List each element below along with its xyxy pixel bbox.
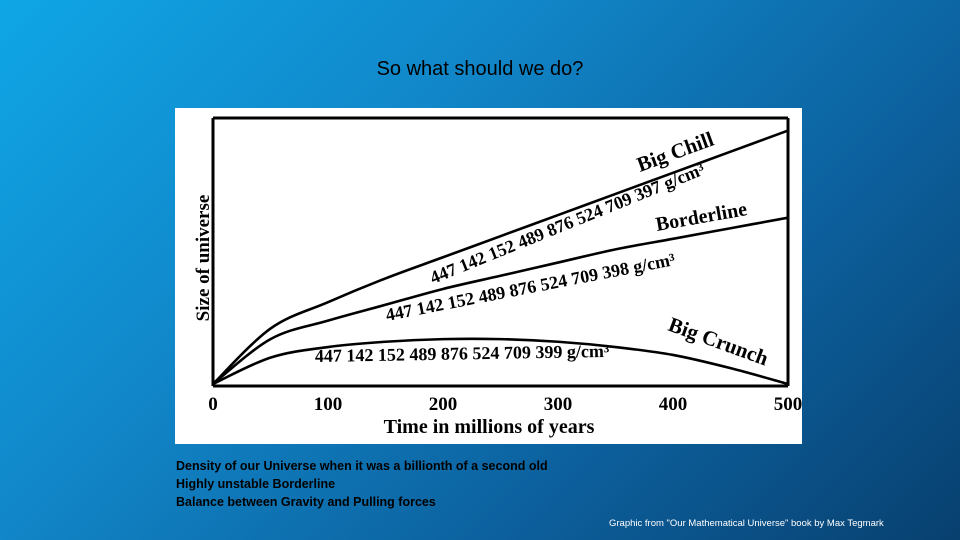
slide-title: So what should we do? [376, 58, 584, 80]
density-label-borderline: 447 142 152 489 876 524 709 398 g/cm³ [384, 249, 677, 325]
x-tick-labels: 0 100 200 300 400 500 [208, 394, 802, 415]
graphic-credit: Graphic from "Our Mathematical Universe"… [609, 518, 884, 529]
slide-notes: Density of our Universe when it was a bi… [176, 457, 548, 511]
x-tick-label: 500 [774, 394, 802, 415]
series-name-big-crunch: Big Crunch [665, 312, 772, 370]
x-tick-label: 400 [659, 394, 688, 415]
universe-size-chart: Size of universe Big Chill Borderline Bi… [175, 108, 802, 444]
series-line-borderline [212, 216, 789, 386]
x-tick-label: 200 [429, 394, 458, 415]
x-axis-label: Time in millions of years [384, 416, 595, 438]
note-balance: Balance between Gravity and Pulling forc… [176, 495, 436, 509]
chart-svg: Size of universe Big Chill Borderline Bi… [193, 116, 802, 438]
y-axis-label: Size of universe [193, 195, 214, 322]
series-name-borderline: Borderline [654, 198, 749, 236]
x-tick-label: 0 [208, 394, 218, 415]
x-tick-label: 300 [544, 394, 573, 415]
series-line-big-chill [212, 129, 789, 385]
note-unstable: Highly unstable Borderline [176, 477, 336, 491]
series-line-big-crunch [212, 337, 789, 386]
note-density: Density of our Universe when it was a bi… [176, 459, 548, 473]
density-label-big-crunch: 447 142 152 489 876 524 709 399 g/cm³ [315, 341, 610, 366]
x-tick-label: 100 [314, 394, 343, 415]
